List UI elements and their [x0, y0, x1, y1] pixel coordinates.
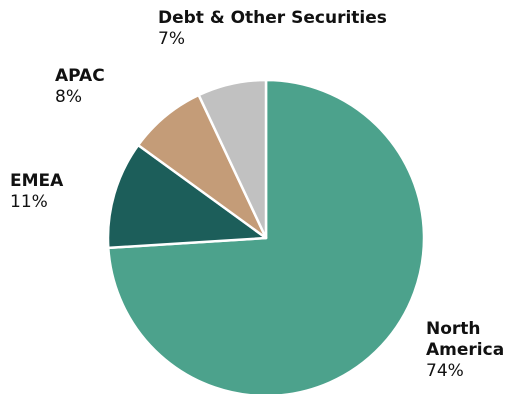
slice-name-emea: EMEA	[10, 171, 64, 191]
slice-label-apac: APAC 8%	[55, 66, 105, 108]
slice-percent-north-america: 74%	[426, 361, 464, 381]
slice-percent-emea: 11%	[10, 192, 48, 212]
slice-percent-apac: 8%	[55, 87, 82, 107]
slice-name-north-america: North America	[426, 319, 505, 360]
pie-slice-emea	[106, 143, 268, 250]
slice-percent-debt: 7%	[158, 29, 185, 49]
slice-name-apac: APAC	[55, 66, 105, 86]
pie-slice-debt	[197, 78, 268, 240]
slice-label-debt: Debt & Other Securities 7%	[158, 8, 387, 50]
slice-label-north-america: North America 74%	[426, 319, 509, 382]
slice-label-emea: EMEA 11%	[10, 171, 63, 213]
slice-name-debt: Debt & Other Securities	[158, 8, 387, 28]
